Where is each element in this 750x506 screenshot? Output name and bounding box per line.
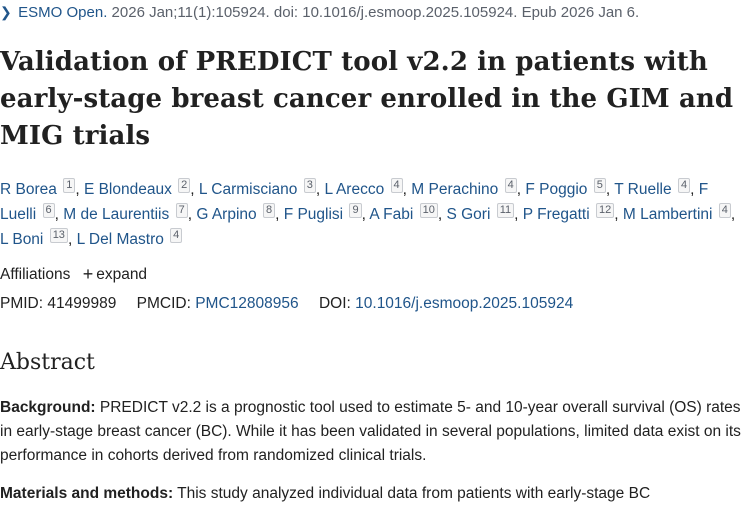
- article-title: Validation of PREDICT tool v2.2 in patie…: [0, 47, 734, 151]
- doi-label: DOI:: [318, 295, 351, 312]
- affiliation-number[interactable]: 4: [170, 228, 183, 243]
- affiliation-number[interactable]: 13: [49, 228, 68, 243]
- expand-affiliations-button[interactable]: + expand: [82, 264, 148, 284]
- journal-link[interactable]: ESMO Open.: [18, 4, 108, 21]
- author-link[interactable]: P Fregatti: [522, 206, 590, 223]
- identifiers-row: PMID: 41499989 PMCID: PMC12808956 DOI: 1…: [0, 295, 573, 313]
- affiliation-number[interactable]: 4: [718, 203, 731, 218]
- pmid-value: 41499989: [47, 295, 117, 312]
- plus-icon: +: [82, 264, 94, 284]
- author-link[interactable]: F Luelli: [0, 181, 709, 223]
- affiliation-number[interactable]: 7: [175, 203, 188, 218]
- methods-label: Materials and methods:: [0, 485, 174, 502]
- affiliation-number[interactable]: 1: [63, 178, 76, 193]
- affiliation-number[interactable]: 4: [390, 178, 403, 193]
- doi-link[interactable]: 10.1016/j.esmoop.2025.105924: [355, 295, 574, 312]
- affiliation-number[interactable]: 4: [677, 178, 691, 193]
- methods-text: This study analyzed individual data from…: [173, 485, 651, 502]
- abstract-heading: Abstract: [0, 350, 95, 375]
- affiliation-number[interactable]: 5: [593, 178, 606, 193]
- affiliation-number[interactable]: 2: [178, 178, 191, 193]
- affiliation-number[interactable]: 9: [349, 203, 362, 218]
- affiliation-number[interactable]: 12: [596, 203, 615, 218]
- author-link[interactable]: E Blondeaux: [83, 181, 172, 198]
- author-link[interactable]: T Ruelle: [614, 181, 672, 198]
- author-link[interactable]: F Puglisi: [283, 206, 344, 223]
- background-text: PREDICT v2.2 is a prognostic tool used t…: [0, 399, 741, 464]
- author-list: R Borea 1, E Blondeaux 2, L Carmisciano …: [0, 178, 736, 248]
- citation-details: 2026 Jan;11(1):105924. doi: 10.1016/j.es…: [107, 4, 640, 21]
- pmcid-link[interactable]: PMC12808956: [195, 295, 299, 312]
- affiliations-row: Affiliations + expand: [0, 264, 148, 284]
- affiliation-number[interactable]: 10: [419, 203, 438, 218]
- affiliations-label: Affiliations: [0, 266, 71, 283]
- chevron-right-icon[interactable]: ❯: [0, 4, 12, 20]
- abstract-background: Background: PREDICT v2.2 is a prognostic…: [0, 396, 748, 468]
- author-link[interactable]: L Carmisciano: [198, 181, 298, 198]
- author-link[interactable]: L Del Mastro: [76, 231, 164, 248]
- affiliation-number[interactable]: 8: [262, 203, 276, 218]
- author-link[interactable]: S Gori: [446, 206, 491, 223]
- author-link[interactable]: F Poggio: [525, 181, 588, 198]
- expand-label: expand: [96, 266, 148, 283]
- author-link[interactable]: L Arecco: [324, 181, 385, 198]
- author-link[interactable]: R Borea: [0, 181, 57, 198]
- author-link[interactable]: M de Laurentiis: [63, 206, 170, 223]
- background-label: Background:: [0, 399, 96, 416]
- author-link[interactable]: G Arpino: [196, 206, 257, 223]
- citation-line: ❯ ESMO Open. 2026 Jan;11(1):105924. doi:…: [0, 4, 750, 21]
- affiliation-number[interactable]: 4: [504, 178, 517, 193]
- author-link[interactable]: L Boni: [0, 231, 44, 248]
- author-link[interactable]: M Perachino: [411, 181, 499, 198]
- author-link[interactable]: A Fabi: [369, 206, 414, 223]
- affiliation-number[interactable]: 3: [303, 178, 316, 193]
- author-link[interactable]: M Lambertini: [622, 206, 713, 223]
- affiliation-number[interactable]: 6: [42, 203, 55, 218]
- abstract-methods: Materials and methods: This study analyz…: [0, 482, 748, 506]
- pmid-label: PMID:: [0, 295, 44, 312]
- affiliation-number[interactable]: 11: [496, 203, 515, 218]
- pmcid-label: PMCID:: [136, 295, 191, 312]
